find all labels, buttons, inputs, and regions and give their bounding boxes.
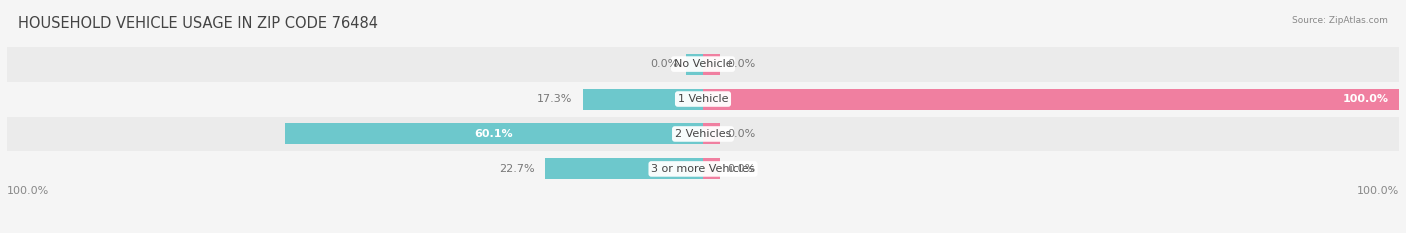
Bar [7,47,1399,82]
Text: 100.0%: 100.0% [7,186,49,196]
Text: 22.7%: 22.7% [499,164,534,174]
Text: No Vehicle: No Vehicle [673,59,733,69]
Bar [582,89,703,110]
Text: 0.0%: 0.0% [727,129,755,139]
Bar [703,123,720,144]
Text: 17.3%: 17.3% [537,94,572,104]
Text: HOUSEHOLD VEHICLE USAGE IN ZIP CODE 76484: HOUSEHOLD VEHICLE USAGE IN ZIP CODE 7648… [18,16,378,31]
Text: 100.0%: 100.0% [1357,186,1399,196]
Bar [686,54,703,75]
Text: 0.0%: 0.0% [651,59,679,69]
Text: 60.1%: 60.1% [475,129,513,139]
Text: 100.0%: 100.0% [1343,94,1389,104]
Text: 2 Vehicles: 2 Vehicles [675,129,731,139]
Text: 3 or more Vehicles: 3 or more Vehicles [651,164,755,174]
Bar [703,89,1399,110]
Text: 1 Vehicle: 1 Vehicle [678,94,728,104]
Bar [7,82,1399,116]
Bar [7,116,1399,151]
Bar [703,158,720,179]
Bar [703,54,720,75]
Bar [7,151,1399,186]
Text: 0.0%: 0.0% [727,59,755,69]
Text: Source: ZipAtlas.com: Source: ZipAtlas.com [1292,16,1388,25]
Text: 0.0%: 0.0% [727,164,755,174]
Bar [285,123,703,144]
Bar [546,158,703,179]
